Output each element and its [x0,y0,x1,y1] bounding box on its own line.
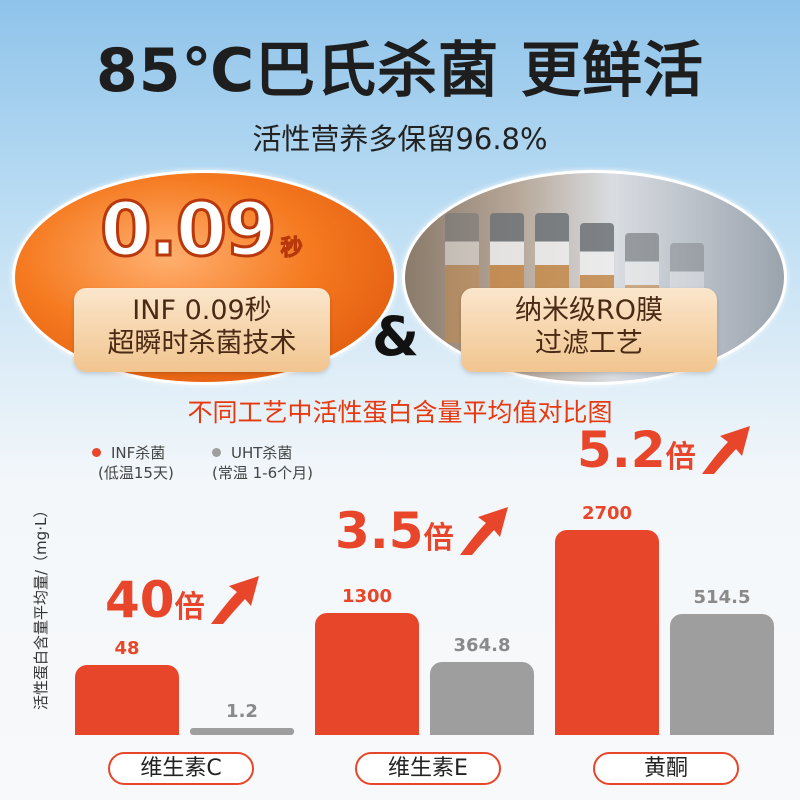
multiplier-label: 40倍 [105,574,205,634]
legend-dot-uht [212,448,221,457]
multiplier-unit: 倍 [665,440,696,475]
ro-feature-line2: 过滤工艺 [535,328,643,359]
big-number-unit: 秒 [280,236,303,262]
category-vitamin-c: 维生素C [108,752,254,785]
up-arrow-icon [702,426,750,474]
uht-bar [190,728,294,735]
y-axis-label: 活性蛋白含量平均量/（mg·L） [32,502,50,710]
chart-title: 不同工艺中活性蛋白含量平均值对比图 [187,398,613,427]
ro-feature-plate: 纳米级RO膜 过滤工艺 [461,288,717,372]
ampersand: & [372,305,420,368]
legend-inf-label: INF杀菌 [111,444,166,462]
inf-feature-plate: INF 0.09秒 超瞬时杀菌技术 [74,288,330,372]
inf-bar [555,530,659,735]
legend-inf-note: (低温15天) [98,464,174,482]
inf-value-label: 48 [114,638,140,659]
legend-inf: INF杀菌 (低温15天) [92,443,174,483]
ro-feature-line1: 纳米级RO膜 [514,295,663,326]
uht-bar [670,614,774,735]
uht-value-label: 364.8 [453,634,511,656]
inf-feature-line2: 超瞬时杀菌技术 [107,328,297,359]
inf-bar [315,613,419,735]
uht-value-label: 514.5 [693,587,751,609]
uht-value-label: 1.2 [226,701,258,722]
inf-value-label: 2700 [581,503,633,524]
legend-uht: UHT杀菌 (常温 1-6个月) [212,443,313,483]
legend-dot-inf [92,448,101,457]
inf-bar [75,665,179,735]
multiplier-unit: 倍 [174,590,205,625]
multiplier-label: 3.5倍 [335,505,454,565]
big-number: 0.09 [99,187,279,274]
category-flavone: 黄酮 [593,752,739,785]
inf-feature-line1: INF 0.09秒 [132,295,272,326]
multiplier-value: 3.5 [335,502,424,560]
subtitle: 活性营养多保留96.8% [252,122,548,156]
up-arrow-icon [460,507,508,555]
big-number-group: 0.09 秒 [99,187,304,274]
multiplier-unit: 倍 [423,521,454,556]
multiplier-value: 40 [105,571,175,629]
up-arrow-icon [211,576,259,624]
page-title: 85℃巴氏杀菌 更鲜活 [95,36,705,106]
category-vitamin-e: 维生素E [355,752,501,785]
inf-value-label: 1300 [341,586,393,607]
multiplier-label: 5.2倍 [577,424,696,484]
uht-bar [430,661,534,735]
multiplier-value: 5.2 [577,421,666,479]
legend-uht-note: (常温 1-6个月) [212,464,313,482]
legend-uht-label: UHT杀菌 [231,444,293,462]
